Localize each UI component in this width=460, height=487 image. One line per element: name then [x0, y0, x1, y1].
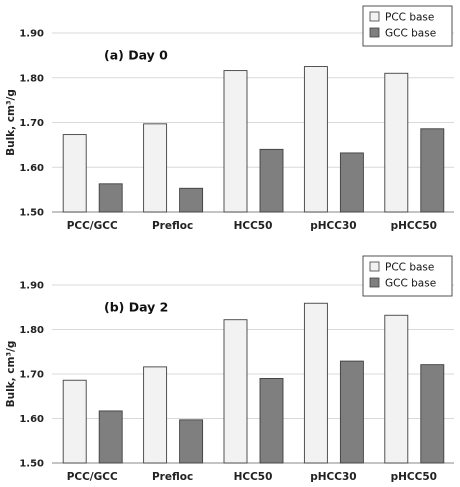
bar-gcc-base — [179, 187, 204, 213]
bar-gcc-base — [98, 410, 123, 464]
bar-gcc-base — [98, 183, 123, 213]
y-tick-label: 1.60 — [19, 163, 44, 174]
bar-pcc-base — [143, 366, 168, 464]
y-tick-label: 1.80 — [19, 73, 44, 84]
bar-gcc-base — [259, 148, 284, 213]
legend-swatch — [369, 11, 380, 22]
bar-pcc-base — [223, 319, 248, 464]
y-tick-label: 1.50 — [19, 459, 44, 470]
y-axis-label: Bulk, cm³/g — [5, 341, 17, 408]
bar-pcc-base — [223, 70, 248, 213]
panel-title: (a) Day 0 — [104, 47, 168, 62]
bar-gcc-base — [259, 378, 284, 464]
y-tick-label: 1.70 — [19, 370, 44, 381]
x-tick-label: Prefloc — [152, 220, 193, 232]
bar-pcc-base — [303, 302, 328, 464]
legend-swatch — [369, 27, 380, 38]
chart-panel-day-0: 1.50 1.60 1.70 1.80 1.90 Bulk, cm³/g PCC/GCC Pr… — [5, 5, 454, 232]
x-tick-label: HCC50 — [234, 220, 273, 232]
y-axis-label: Bulk, cm³/g — [5, 89, 17, 156]
y-tick-label: 1.90 — [19, 29, 44, 40]
bar-pcc-base — [384, 314, 409, 464]
x-tick-label: Prefloc — [152, 471, 193, 483]
bar-pcc-base — [62, 134, 87, 213]
bar-pcc-base — [303, 66, 328, 213]
legend-swatch — [369, 261, 380, 272]
x-tick-label: pHCC50 — [391, 471, 437, 483]
legend-label: GCC base — [385, 28, 436, 40]
x-tick-label: pHCC30 — [310, 471, 356, 483]
x-tick-label: pHCC30 — [310, 220, 356, 232]
legend-label: GCC base — [385, 278, 436, 290]
bar-gcc-base — [339, 360, 364, 464]
bar-pcc-base — [143, 123, 168, 213]
y-tick-label: 1.60 — [19, 414, 44, 425]
legend-label: PCC base — [385, 12, 434, 24]
bar-pcc-base — [384, 72, 409, 213]
x-tick-label: HCC50 — [234, 471, 273, 483]
legend-label: PCC base — [385, 262, 434, 274]
x-tick-label: PCC/GCC — [67, 471, 118, 483]
y-tick-label: 1.50 — [19, 208, 44, 219]
x-tick-label: PCC/GCC — [67, 220, 118, 232]
y-tick-label: 1.90 — [19, 281, 44, 292]
legend-swatch — [369, 277, 380, 288]
y-tick-label: 1.70 — [19, 118, 44, 129]
bar-gcc-base — [420, 128, 445, 213]
bar-gcc-base — [420, 364, 445, 464]
x-tick-label: pHCC50 — [391, 220, 437, 232]
bar-gcc-base — [339, 152, 364, 213]
panel-title: (b) Day 2 — [104, 299, 168, 314]
chart-panel-day-2: 1.50 1.60 1.70 1.80 1.90 Bulk, cm³/g PCC/GCC Pr… — [5, 255, 454, 483]
bar-pcc-base — [62, 379, 87, 464]
y-tick-label: 1.80 — [19, 325, 44, 336]
bar-gcc-base — [179, 419, 204, 464]
